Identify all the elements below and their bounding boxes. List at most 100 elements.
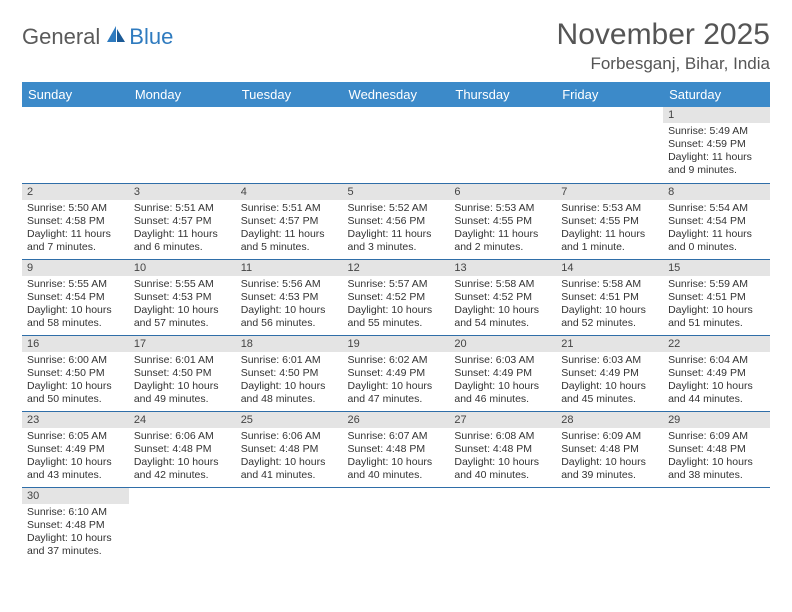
calendar-cell: 9Sunrise: 5:55 AMSunset: 4:54 PMDaylight… [22, 259, 129, 335]
day-number: 10 [129, 260, 236, 276]
calendar-cell: 30Sunrise: 6:10 AMSunset: 4:48 PMDayligh… [22, 487, 129, 563]
title-block: November 2025 Forbesganj, Bihar, India [557, 18, 770, 74]
calendar-cell-empty [236, 107, 343, 183]
day-details: Sunrise: 6:02 AMSunset: 4:49 PMDaylight:… [343, 352, 450, 410]
calendar-cell: 20Sunrise: 6:03 AMSunset: 4:49 PMDayligh… [449, 335, 556, 411]
calendar-cell-empty [449, 107, 556, 183]
day-details: Sunrise: 6:04 AMSunset: 4:49 PMDaylight:… [663, 352, 770, 410]
day-details: Sunrise: 5:49 AMSunset: 4:59 PMDaylight:… [663, 123, 770, 181]
calendar-row: 30Sunrise: 6:10 AMSunset: 4:48 PMDayligh… [22, 487, 770, 563]
day-number: 11 [236, 260, 343, 276]
day-number: 19 [343, 336, 450, 352]
calendar-header: SundayMondayTuesdayWednesdayThursdayFrid… [22, 82, 770, 107]
day-details: Sunrise: 5:58 AMSunset: 4:52 PMDaylight:… [449, 276, 556, 334]
calendar-cell: 11Sunrise: 5:56 AMSunset: 4:53 PMDayligh… [236, 259, 343, 335]
day-number: 27 [449, 412, 556, 428]
day-number: 22 [663, 336, 770, 352]
day-details: Sunrise: 6:03 AMSunset: 4:49 PMDaylight:… [556, 352, 663, 410]
calendar-row: 23Sunrise: 6:05 AMSunset: 4:49 PMDayligh… [22, 411, 770, 487]
day-number: 4 [236, 184, 343, 200]
day-number: 20 [449, 336, 556, 352]
day-details: Sunrise: 5:51 AMSunset: 4:57 PMDaylight:… [129, 200, 236, 258]
day-number: 17 [129, 336, 236, 352]
calendar-cell: 2Sunrise: 5:50 AMSunset: 4:58 PMDaylight… [22, 183, 129, 259]
weekday-header: Friday [556, 82, 663, 107]
calendar-cell: 7Sunrise: 5:53 AMSunset: 4:55 PMDaylight… [556, 183, 663, 259]
day-details: Sunrise: 6:05 AMSunset: 4:49 PMDaylight:… [22, 428, 129, 486]
weekday-header: Wednesday [343, 82, 450, 107]
day-details: Sunrise: 5:55 AMSunset: 4:53 PMDaylight:… [129, 276, 236, 334]
day-number: 9 [22, 260, 129, 276]
day-number: 7 [556, 184, 663, 200]
calendar-row: 16Sunrise: 6:00 AMSunset: 4:50 PMDayligh… [22, 335, 770, 411]
day-details: Sunrise: 5:58 AMSunset: 4:51 PMDaylight:… [556, 276, 663, 334]
calendar-cell-empty [343, 487, 450, 563]
calendar-cell: 17Sunrise: 6:01 AMSunset: 4:50 PMDayligh… [129, 335, 236, 411]
day-details: Sunrise: 5:55 AMSunset: 4:54 PMDaylight:… [22, 276, 129, 334]
calendar-row: 1Sunrise: 5:49 AMSunset: 4:59 PMDaylight… [22, 107, 770, 183]
day-number: 5 [343, 184, 450, 200]
logo-text-general: General [22, 24, 100, 50]
calendar-cell-empty [343, 107, 450, 183]
day-details: Sunrise: 5:54 AMSunset: 4:54 PMDaylight:… [663, 200, 770, 258]
day-details: Sunrise: 6:07 AMSunset: 4:48 PMDaylight:… [343, 428, 450, 486]
day-details: Sunrise: 5:59 AMSunset: 4:51 PMDaylight:… [663, 276, 770, 334]
location: Forbesganj, Bihar, India [557, 54, 770, 74]
day-details: Sunrise: 6:06 AMSunset: 4:48 PMDaylight:… [129, 428, 236, 486]
calendar-cell: 19Sunrise: 6:02 AMSunset: 4:49 PMDayligh… [343, 335, 450, 411]
calendar-cell: 23Sunrise: 6:05 AMSunset: 4:49 PMDayligh… [22, 411, 129, 487]
day-number: 18 [236, 336, 343, 352]
calendar-cell-empty [22, 107, 129, 183]
day-details: Sunrise: 6:09 AMSunset: 4:48 PMDaylight:… [556, 428, 663, 486]
calendar-cell: 27Sunrise: 6:08 AMSunset: 4:48 PMDayligh… [449, 411, 556, 487]
calendar-cell: 18Sunrise: 6:01 AMSunset: 4:50 PMDayligh… [236, 335, 343, 411]
day-details: Sunrise: 6:01 AMSunset: 4:50 PMDaylight:… [236, 352, 343, 410]
calendar-row: 2Sunrise: 5:50 AMSunset: 4:58 PMDaylight… [22, 183, 770, 259]
calendar-cell: 15Sunrise: 5:59 AMSunset: 4:51 PMDayligh… [663, 259, 770, 335]
day-details: Sunrise: 5:50 AMSunset: 4:58 PMDaylight:… [22, 200, 129, 258]
calendar-cell: 6Sunrise: 5:53 AMSunset: 4:55 PMDaylight… [449, 183, 556, 259]
weekday-header: Saturday [663, 82, 770, 107]
day-number: 13 [449, 260, 556, 276]
calendar-cell: 29Sunrise: 6:09 AMSunset: 4:48 PMDayligh… [663, 411, 770, 487]
day-details: Sunrise: 6:09 AMSunset: 4:48 PMDaylight:… [663, 428, 770, 486]
calendar-cell: 13Sunrise: 5:58 AMSunset: 4:52 PMDayligh… [449, 259, 556, 335]
calendar-cell-empty [236, 487, 343, 563]
calendar-cell-empty [129, 107, 236, 183]
day-details: Sunrise: 6:08 AMSunset: 4:48 PMDaylight:… [449, 428, 556, 486]
weekday-header: Thursday [449, 82, 556, 107]
calendar-cell-empty [556, 107, 663, 183]
day-details: Sunrise: 5:52 AMSunset: 4:56 PMDaylight:… [343, 200, 450, 258]
day-details: Sunrise: 5:51 AMSunset: 4:57 PMDaylight:… [236, 200, 343, 258]
calendar-body: 1Sunrise: 5:49 AMSunset: 4:59 PMDaylight… [22, 107, 770, 563]
day-number: 23 [22, 412, 129, 428]
calendar-row: 9Sunrise: 5:55 AMSunset: 4:54 PMDaylight… [22, 259, 770, 335]
day-number: 12 [343, 260, 450, 276]
calendar-cell: 22Sunrise: 6:04 AMSunset: 4:49 PMDayligh… [663, 335, 770, 411]
calendar-cell: 26Sunrise: 6:07 AMSunset: 4:48 PMDayligh… [343, 411, 450, 487]
day-number: 15 [663, 260, 770, 276]
day-number: 16 [22, 336, 129, 352]
day-number: 29 [663, 412, 770, 428]
day-details: Sunrise: 5:53 AMSunset: 4:55 PMDaylight:… [449, 200, 556, 258]
logo: General Blue [22, 18, 173, 50]
calendar-cell: 25Sunrise: 6:06 AMSunset: 4:48 PMDayligh… [236, 411, 343, 487]
calendar-cell: 14Sunrise: 5:58 AMSunset: 4:51 PMDayligh… [556, 259, 663, 335]
day-details: Sunrise: 6:01 AMSunset: 4:50 PMDaylight:… [129, 352, 236, 410]
calendar-cell: 8Sunrise: 5:54 AMSunset: 4:54 PMDaylight… [663, 183, 770, 259]
day-number: 14 [556, 260, 663, 276]
day-number: 8 [663, 184, 770, 200]
day-number: 24 [129, 412, 236, 428]
calendar-cell-empty [556, 487, 663, 563]
header: General Blue November 2025 Forbesganj, B… [22, 18, 770, 74]
calendar-cell: 28Sunrise: 6:09 AMSunset: 4:48 PMDayligh… [556, 411, 663, 487]
calendar-cell: 16Sunrise: 6:00 AMSunset: 4:50 PMDayligh… [22, 335, 129, 411]
day-number: 30 [22, 488, 129, 504]
day-details: Sunrise: 6:06 AMSunset: 4:48 PMDaylight:… [236, 428, 343, 486]
calendar-cell: 24Sunrise: 6:06 AMSunset: 4:48 PMDayligh… [129, 411, 236, 487]
calendar-cell: 10Sunrise: 5:55 AMSunset: 4:53 PMDayligh… [129, 259, 236, 335]
calendar-cell: 5Sunrise: 5:52 AMSunset: 4:56 PMDaylight… [343, 183, 450, 259]
day-details: Sunrise: 6:03 AMSunset: 4:49 PMDaylight:… [449, 352, 556, 410]
day-number: 21 [556, 336, 663, 352]
day-number: 26 [343, 412, 450, 428]
